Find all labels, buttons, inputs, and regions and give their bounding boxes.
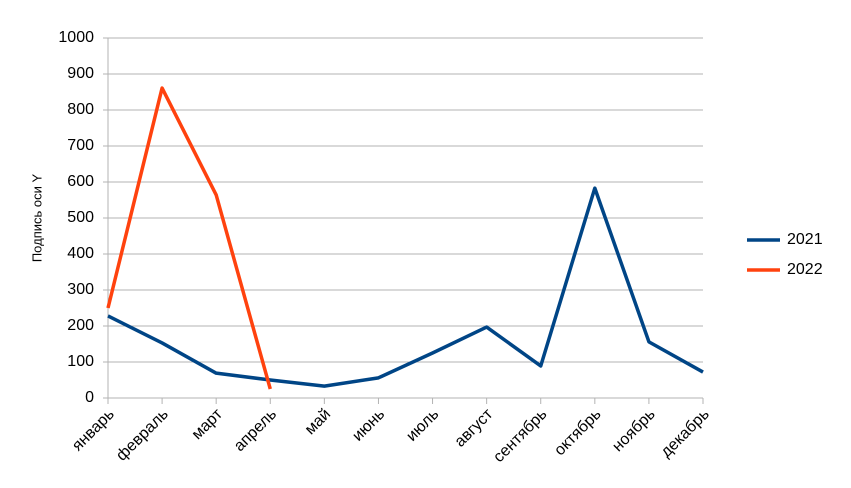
y-tick-label: 100 [67,353,94,370]
y-tick-label: 600 [67,173,94,190]
line-series [107,186,704,388]
legend-label: 2021 [787,231,823,248]
line-series [106,86,272,390]
y-tick-label: 200 [67,317,94,334]
y-tick-label: 0 [85,389,94,406]
y-tick-label: 700 [67,137,94,154]
legend-label: 2022 [787,261,823,278]
y-tick-label: 800 [67,101,94,118]
y-tick-label: 300 [67,281,94,298]
y-tick-label: 1000 [58,29,94,46]
y-axis-label: Подпись оси Y [29,174,44,263]
y-tick-label: 900 [67,65,94,82]
y-tick-label: 400 [67,245,94,262]
y-tick-label: 500 [67,209,94,226]
